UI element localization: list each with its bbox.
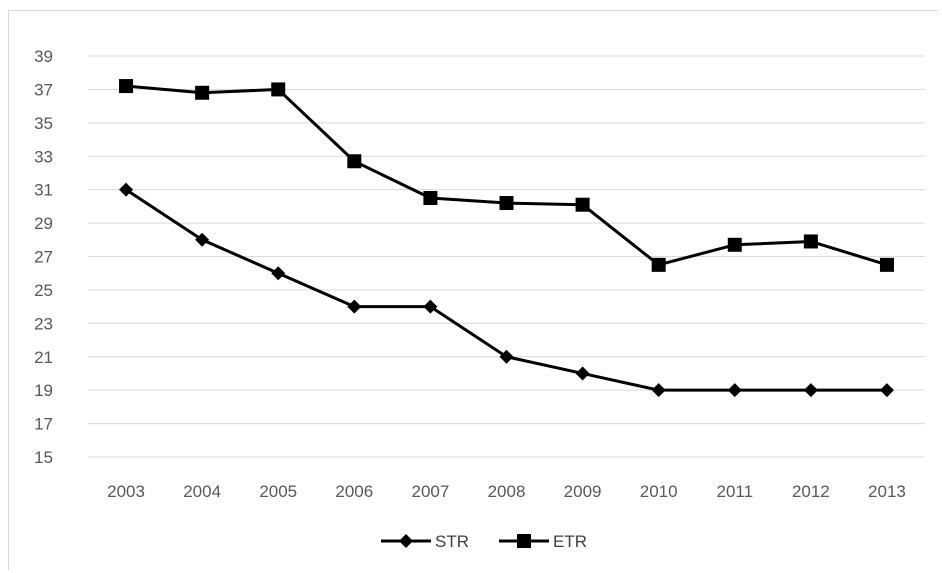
legend-label: ETR xyxy=(553,532,587,551)
data-point-str xyxy=(423,299,438,314)
x-tick-label: 2011 xyxy=(716,482,753,501)
data-point-etr xyxy=(119,79,134,94)
y-tick-label: 19 xyxy=(34,381,53,400)
chart-frame xyxy=(8,10,938,570)
x-tick-label: 2008 xyxy=(488,482,526,501)
x-tick-label: 2004 xyxy=(183,482,221,501)
series-line-etr xyxy=(125,84,888,267)
data-point-etr xyxy=(271,82,286,97)
x-tick-label: 2012 xyxy=(792,482,830,501)
y-tick-label: 27 xyxy=(34,248,53,267)
y-tick-label: 35 xyxy=(34,114,53,133)
legend-label: STR xyxy=(435,532,469,551)
legend-marker-square xyxy=(517,534,531,548)
data-point-etr xyxy=(499,196,514,211)
data-point-str xyxy=(119,182,134,197)
x-tick-label: 2007 xyxy=(411,482,449,501)
x-tick-label: 2013 xyxy=(868,482,906,501)
legend: STR ETR xyxy=(381,532,587,551)
x-tick-label: 2006 xyxy=(335,482,373,501)
data-point-str xyxy=(879,383,894,398)
y-tick-label: 17 xyxy=(34,415,53,434)
data-point-str xyxy=(803,383,818,398)
data-point-etr xyxy=(195,85,210,100)
legend-item-str: STR xyxy=(381,532,469,551)
y-tick-label: 31 xyxy=(34,181,53,200)
series-layer xyxy=(119,79,894,398)
data-point-str xyxy=(271,266,286,281)
data-point-etr xyxy=(727,237,742,252)
legend-marker-diamond xyxy=(399,534,413,548)
x-tick-label: 2010 xyxy=(640,482,678,501)
data-point-str xyxy=(499,349,514,364)
y-tick-label: 29 xyxy=(34,214,53,233)
data-point-etr xyxy=(879,257,894,272)
x-tick-label: 2009 xyxy=(564,482,602,501)
y-axis-ticks: 15 17 19 21 23 25 27 29 31 33 35 37 39 xyxy=(34,47,53,467)
data-point-etr xyxy=(423,191,438,206)
y-tick-label: 33 xyxy=(34,147,53,166)
x-tick-label: 2003 xyxy=(107,482,145,501)
y-tick-label: 23 xyxy=(34,314,53,333)
data-point-etr xyxy=(575,197,590,212)
data-point-str xyxy=(195,232,210,247)
legend-item-etr: ETR xyxy=(499,532,587,551)
data-point-etr xyxy=(347,154,362,169)
data-point-str xyxy=(727,383,742,398)
data-point-etr xyxy=(803,234,818,249)
data-point-etr xyxy=(651,257,666,272)
data-point-str xyxy=(651,383,666,398)
data-point-str xyxy=(347,299,362,314)
y-tick-label: 25 xyxy=(34,281,53,300)
x-axis-ticks: 2003 2004 2005 2006 2007 2008 2009 2010 2011 2012… xyxy=(107,482,906,501)
y-tick-label: 37 xyxy=(34,80,53,99)
gridlines xyxy=(88,55,925,425)
x-tick-label: 2005 xyxy=(259,482,297,501)
y-tick-label: 21 xyxy=(34,348,53,367)
data-point-str xyxy=(575,366,590,381)
y-tick-label: 39 xyxy=(34,47,53,66)
y-tick-label: 15 xyxy=(34,448,53,467)
